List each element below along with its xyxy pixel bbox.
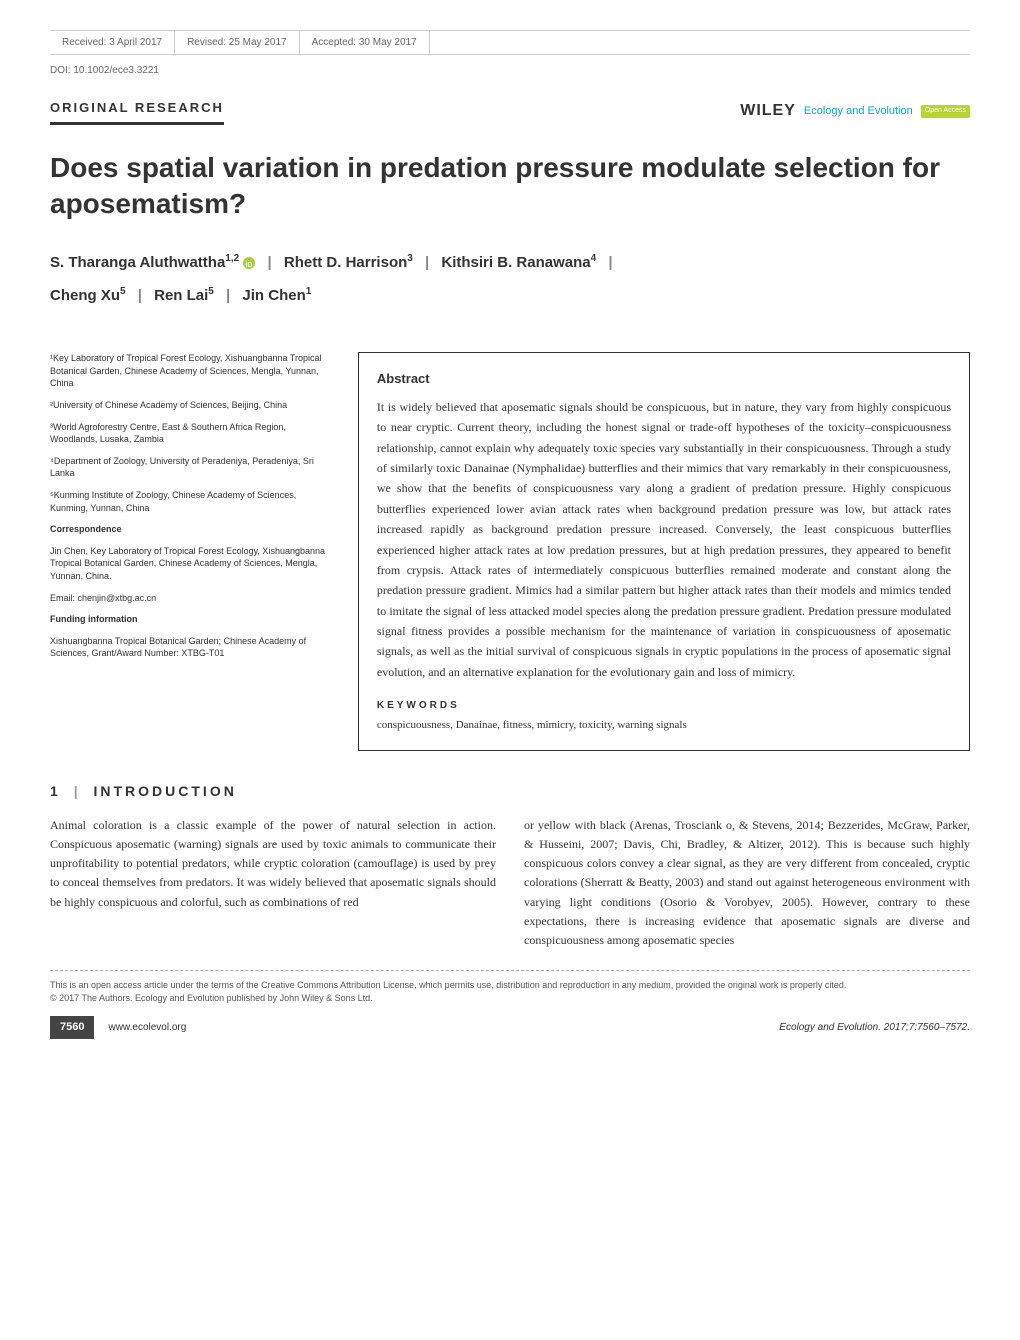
- footer-left: 7560 www.ecolevol.org: [50, 1016, 186, 1039]
- copyright-text: © 2017 The Authors. Ecology and Evolutio…: [50, 992, 970, 1005]
- affiliations-column: ¹Key Laboratory of Tropical Forest Ecolo…: [50, 352, 338, 750]
- abstract-text: It is widely believed that aposematic si…: [377, 397, 951, 682]
- affiliation-1: ¹Key Laboratory of Tropical Forest Ecolo…: [50, 352, 328, 390]
- open-access-badge: Open Access: [921, 105, 970, 118]
- author-4: Cheng Xu5: [50, 287, 126, 304]
- footer-citation: Ecology and Evolution. 2017;7:7560–7572.: [779, 1020, 970, 1035]
- affiliation-4: ⁴Department of Zoology, University of Pe…: [50, 455, 328, 480]
- authors-list: S. Tharanga Aluthwattha1,2 | Rhett D. Ha…: [50, 246, 970, 312]
- section-number: 1: [50, 783, 61, 799]
- journal-branding: WILEY Ecology and Evolution Open Access: [740, 99, 970, 123]
- author-separator: |: [425, 254, 429, 271]
- journal-name: Ecology and Evolution: [804, 103, 913, 120]
- funding-text: Xishuangbanna Tropical Botanical Garden;…: [50, 635, 328, 660]
- license-box: This is an open access article under the…: [50, 970, 970, 1004]
- section-title: INTRODUCTION: [94, 783, 237, 799]
- author-separator: |: [608, 254, 612, 271]
- doi-line: DOI: 10.1002/ece3.3221: [50, 63, 970, 78]
- article-title: Does spatial variation in predation pres…: [50, 150, 970, 223]
- keywords-text: conspicuousness, Danainae, fitness, mimi…: [377, 717, 951, 734]
- keywords-heading: KEYWORDS: [377, 698, 951, 713]
- affiliation-2: ²University of Chinese Academy of Scienc…: [50, 399, 328, 412]
- article-type: ORIGINAL RESEARCH: [50, 98, 224, 125]
- orcid-icon[interactable]: [243, 257, 255, 269]
- accepted-date: Accepted: 30 May 2017: [300, 31, 430, 54]
- abstract-heading: Abstract: [377, 369, 951, 389]
- affil-abstract-row: ¹Key Laboratory of Tropical Forest Ecolo…: [50, 352, 970, 750]
- correspondence-label: Correspondence: [50, 523, 328, 536]
- publisher-logo: WILEY: [740, 99, 796, 123]
- header-row: ORIGINAL RESEARCH WILEY Ecology and Evol…: [50, 98, 970, 125]
- author-separator: |: [226, 287, 230, 304]
- author-5: Ren Lai5: [154, 287, 214, 304]
- author-separator: |: [268, 254, 272, 271]
- affiliation-5: ⁵Kunming Institute of Zoology, Chinese A…: [50, 489, 328, 514]
- affiliation-3: ³World Agroforestry Centre, East & South…: [50, 421, 328, 446]
- author-3: Kithsiri B. Ranawana4: [441, 254, 596, 271]
- author-separator: |: [138, 287, 142, 304]
- body-col-left: Animal coloration is a classic example o…: [50, 816, 496, 950]
- footer-url: www.ecolevol.org: [108, 1020, 186, 1035]
- page-number: 7560: [50, 1016, 94, 1039]
- author-6: Jin Chen1: [242, 287, 311, 304]
- author-2: Rhett D. Harrison3: [284, 254, 413, 271]
- body-columns: Animal coloration is a classic example o…: [50, 816, 970, 950]
- received-date: Received: 3 April 2017: [50, 31, 175, 54]
- funding-label: Funding information: [50, 613, 328, 626]
- revised-date: Revised: 25 May 2017: [175, 31, 300, 54]
- submission-dates-bar: Received: 3 April 2017 Revised: 25 May 2…: [50, 30, 970, 55]
- page-footer: 7560 www.ecolevol.org Ecology and Evolut…: [50, 1016, 970, 1039]
- body-col-right: or yellow with black (Arenas, Trosciank …: [524, 816, 970, 950]
- correspondence-email: Email: chenjin@xtbg.ac.cn: [50, 592, 328, 605]
- license-text: This is an open access article under the…: [50, 979, 970, 992]
- correspondence-text: Jin Chen, Key Laboratory of Tropical For…: [50, 545, 328, 583]
- abstract-box: Abstract It is widely believed that apos…: [358, 352, 970, 750]
- introduction-heading: 1 | INTRODUCTION: [50, 781, 970, 802]
- author-1: S. Tharanga Aluthwattha1,2: [50, 254, 239, 271]
